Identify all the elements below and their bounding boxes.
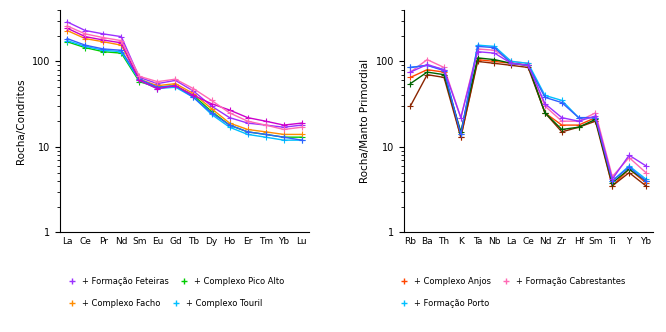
Legend: + Complexo Facho, + Complexo Touril: + Complexo Facho, + Complexo Touril xyxy=(64,299,262,308)
Y-axis label: Rocha/Condritos: Rocha/Condritos xyxy=(16,78,26,164)
Legend: + Formação Porto: + Formação Porto xyxy=(396,299,489,308)
Y-axis label: Rocha/Manto Primordial: Rocha/Manto Primordial xyxy=(360,59,370,183)
